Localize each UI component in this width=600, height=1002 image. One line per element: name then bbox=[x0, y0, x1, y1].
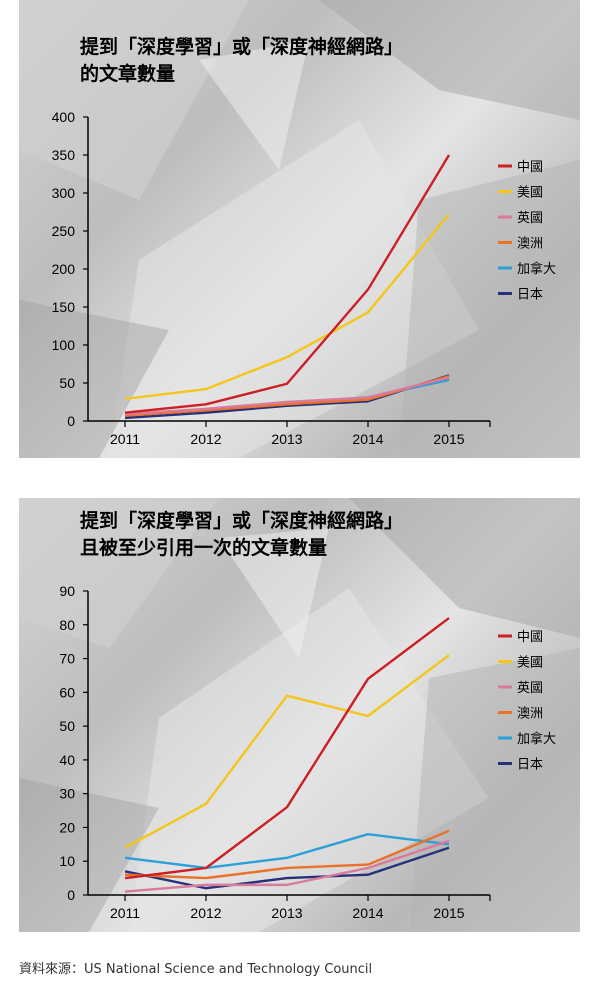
legend-label: 美國 bbox=[517, 656, 543, 671]
legend-label: 中國 bbox=[517, 630, 543, 645]
series-line-5 bbox=[124, 833, 450, 870]
series-line-1 bbox=[124, 617, 450, 880]
x-tick-label: 2011 bbox=[110, 905, 140, 921]
y-tick-label: 300 bbox=[52, 185, 76, 201]
y-tick-label: 0 bbox=[67, 413, 75, 429]
y-tick-label: 50 bbox=[59, 375, 75, 391]
x-tick-label: 2012 bbox=[190, 905, 221, 921]
legend-label: 日本 bbox=[517, 288, 543, 303]
chart-panel-cited-articles: 提到「深度學習」或「深度神經網路」 且被至少引用一次的文章數量 0 10 20 30 4… bbox=[19, 498, 580, 932]
y-tick-label: 250 bbox=[52, 223, 76, 239]
series-line-2 bbox=[124, 654, 450, 849]
x-tick-label: 2015 bbox=[433, 431, 464, 447]
x-tick-label: 2014 bbox=[352, 431, 383, 447]
y-tick-label: 60 bbox=[59, 684, 75, 700]
y-tick-label: 80 bbox=[59, 617, 75, 633]
chart-panel-articles: 提到「深度學習」或「深度神經網路」 的文章數量 0 50 100 150 200 250 3… bbox=[19, 0, 580, 458]
y-tick-label: 200 bbox=[52, 261, 76, 277]
series-line-2 bbox=[124, 213, 450, 401]
x-tick-label: 2015 bbox=[433, 905, 464, 921]
x-tick-label: 2013 bbox=[271, 431, 302, 447]
chart-title: 提到「深度學習」或「深度神經網路」 且被至少引用一次的文章數量 bbox=[80, 508, 403, 562]
legend-label: 英國 bbox=[517, 211, 543, 226]
chart-title: 提到「深度學習」或「深度神經網路」 的文章數量 bbox=[80, 34, 403, 88]
y-tick-label: 90 bbox=[59, 583, 75, 599]
y-tick-label: 70 bbox=[59, 651, 75, 667]
legend-label: 美國 bbox=[517, 186, 543, 201]
y-tick-label: 0 bbox=[67, 887, 75, 903]
series-line-6 bbox=[124, 846, 450, 890]
legend-label: 澳洲 bbox=[517, 236, 543, 252]
line-chart-cited-articles: 0 10 20 30 40 50 60 70 80 90 2011 2012 2013 2014 2015 中… bbox=[59, 583, 556, 921]
y-tick-label: 10 bbox=[59, 853, 75, 869]
background-texture bbox=[19, 498, 580, 932]
x-tick-label: 2014 bbox=[352, 905, 383, 921]
legend-label: 加拿大 bbox=[517, 261, 556, 277]
x-tick-label: 2012 bbox=[190, 431, 221, 447]
legend-label: 中國 bbox=[517, 160, 543, 175]
chart-title-line-2: 的文章數量 bbox=[80, 63, 176, 85]
y-tick-label: 50 bbox=[59, 718, 75, 734]
y-tick-label: 100 bbox=[52, 337, 76, 353]
series-line-1 bbox=[124, 154, 451, 414]
legend-label: 英國 bbox=[517, 681, 543, 696]
series-line-5 bbox=[124, 378, 450, 417]
y-tick-label: 30 bbox=[59, 786, 75, 802]
x-tick-label: 2013 bbox=[271, 905, 302, 921]
series-line-4 bbox=[124, 829, 450, 880]
legend-label: 澳洲 bbox=[517, 706, 543, 722]
x-tick-label: 2011 bbox=[110, 431, 140, 447]
y-tick-label: 150 bbox=[52, 299, 76, 315]
line-chart-articles: 0 50 100 150 200 250 300 350 400 2011 2012 2013 2014… bbox=[52, 109, 556, 447]
chart-title-line-2: 且被至少引用一次的文章數量 bbox=[80, 537, 328, 559]
series-line-3 bbox=[124, 376, 450, 416]
legend-label: 日本 bbox=[517, 758, 543, 773]
chart-title-line-1: 提到「深度學習」或「深度神經網路」 bbox=[80, 510, 404, 532]
source-note: 資料來源：US National Science and Technology … bbox=[19, 962, 373, 977]
y-tick-label: 350 bbox=[52, 147, 76, 163]
y-tick-label: 400 bbox=[52, 109, 76, 125]
y-tick-label: 40 bbox=[59, 752, 75, 768]
background-texture bbox=[19, 0, 580, 458]
legend-label: 加拿大 bbox=[517, 731, 556, 747]
y-tick-label: 20 bbox=[59, 819, 75, 835]
series-line-3 bbox=[124, 839, 450, 893]
chart-title-line-1: 提到「深度學習」或「深度神經網路」 bbox=[80, 36, 404, 58]
